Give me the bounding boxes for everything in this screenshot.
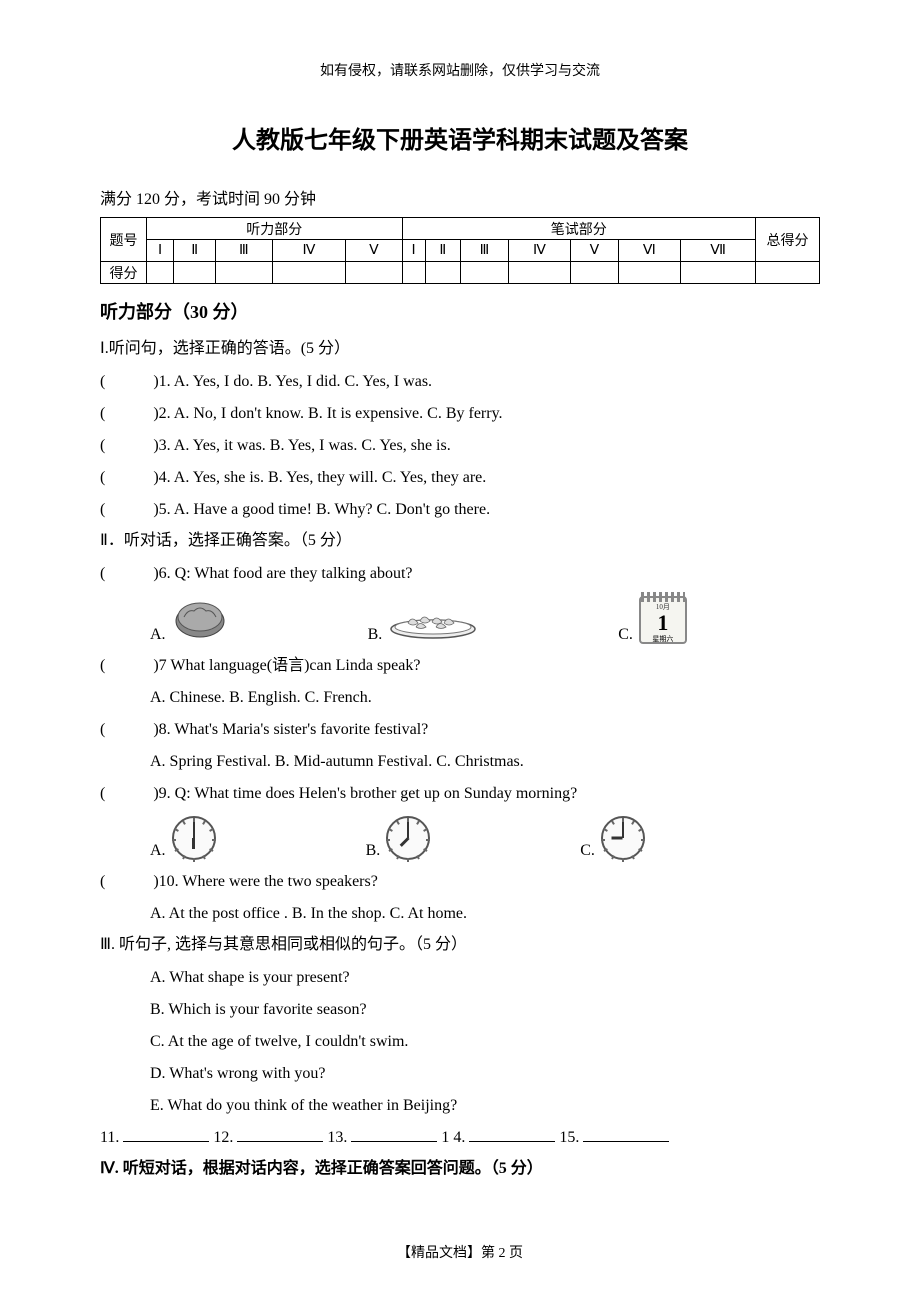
opt-c-label: C. [580,842,595,860]
s3-c: C. At the age of twelve, I couldn't swim… [150,1026,820,1058]
opt-a-label: A. [150,626,166,644]
header-note: 如有侵权，请联系网站删除，仅供学习与交流 [100,60,820,80]
cell [425,262,460,284]
q10-text: )10. Where were the two speakers? [153,873,378,890]
cell [571,262,618,284]
clock-icon-b [386,816,430,860]
cell [508,262,570,284]
q1: ()1. A. Yes, I do. B. Yes, I did. C. Yes… [100,366,820,398]
n15: 15. [559,1129,579,1146]
cell [272,262,346,284]
dumplings-icon [388,605,478,644]
blank [123,1126,209,1142]
q4: ()4. A. Yes, she is. B. Yes, they will. … [100,462,820,494]
q10: ()10. Where were the two speakers? [100,866,820,898]
s3-b: B. Which is your favorite season? [150,994,820,1026]
col: Ⅵ [618,240,680,262]
clock-icon-a [172,816,216,860]
q2-text: )2. A. No, I don't know. B. It is expens… [153,405,502,422]
n13: 13. [327,1129,347,1146]
col: Ⅰ [147,240,174,262]
col: Ⅲ [216,240,272,262]
n12: 12. [213,1129,233,1146]
row-label: 题号 [101,218,147,262]
blank [583,1126,669,1142]
q5: ()5. A. Have a good time! B. Why? C. Don… [100,494,820,526]
q3: ()3. A. Yes, it was. B. Yes, I was. C. Y… [100,430,820,462]
col: Ⅱ [174,240,216,262]
cell [756,262,820,284]
n14: 1 4. [441,1129,465,1146]
total-header: 总得分 [756,218,820,262]
cell [461,262,509,284]
col: Ⅳ [508,240,570,262]
col: Ⅰ [402,240,425,262]
calendar-weekday: 星期六 [641,634,685,644]
q6-text: )6. Q: What food are they talking about? [153,565,412,582]
part1-instruction: Ⅰ.听问句，选择正确的答语。(5 分） [100,334,820,358]
opt-c-label: C. [618,626,633,644]
q9-options: A. B. C. [150,816,820,860]
listening-heading: 听力部分（30 分） [100,298,820,324]
part4-instruction: Ⅳ. 听短对话，根据对话内容，选择正确答案回答问题。（5 分） [100,1154,820,1178]
page-title: 人教版七年级下册英语学科期末试题及答案 [100,120,820,155]
part3-instruction: Ⅲ. 听句子, 选择与其意思相同或相似的句子。（5 分） [100,930,820,954]
q8-text: )8. What's Maria's sister's favorite fes… [153,721,428,738]
q1-text: )1. A. Yes, I do. B. Yes, I did. C. Yes,… [153,373,432,390]
listening-header: 听力部分 [147,218,403,240]
blank [237,1126,323,1142]
col: Ⅱ [425,240,460,262]
cell [216,262,272,284]
s3-a: A. What shape is your present? [150,962,820,994]
q8: ()8. What's Maria's sister's favorite fe… [100,714,820,746]
mooncake-icon [172,597,228,644]
col: Ⅴ [571,240,618,262]
row-label: 得分 [101,262,147,284]
q3-text: )3. A. Yes, it was. B. Yes, I was. C. Ye… [153,437,450,454]
cell [402,262,425,284]
score-table: 题号 听力部分 笔试部分 总得分 Ⅰ Ⅱ Ⅲ Ⅳ Ⅴ Ⅰ Ⅱ Ⅲ Ⅳ Ⅴ Ⅵ Ⅶ… [100,217,820,284]
cell [174,262,216,284]
cell [147,262,174,284]
calendar-day: 1 [641,612,685,634]
q10-opts: A. At the post office . B. In the shop. … [150,898,820,930]
page-footer: 【精品文档】第 2 页 [100,1242,820,1262]
s3-d: D. What's wrong with you? [150,1058,820,1090]
q4-text: )4. A. Yes, she is. B. Yes, they will. C… [153,469,486,486]
q6: ()6. Q: What food are they talking about… [100,558,820,590]
fill-row: 11. 12. 13. 1 4. 15. [100,1122,820,1154]
col: Ⅶ [681,240,756,262]
q8-opts: A. Spring Festival. B. Mid-autumn Festiv… [150,746,820,778]
q7-opts: A. Chinese. B. English. C. French. [150,682,820,714]
opt-b-label: B. [366,842,381,860]
cell [618,262,680,284]
col: Ⅴ [346,240,402,262]
q9-text: )9. Q: What time does Helen's brother ge… [153,785,577,802]
cell [681,262,756,284]
writing-header: 笔试部分 [402,218,755,240]
q7-text: )7 What language(语言)can Linda speak? [153,657,420,674]
q9: ()9. Q: What time does Helen's brother g… [100,778,820,810]
part2-instruction: Ⅱ．听对话，选择正确答案。（5 分） [100,526,820,550]
exam-info: 满分 120 分，考试时间 90 分钟 [100,185,820,209]
calendar-icon: 10月 1 星期六 [639,596,687,644]
col: Ⅲ [461,240,509,262]
q6-options: A. B. [150,596,820,644]
n11: 11. [100,1129,119,1146]
s3-e: E. What do you think of the weather in B… [150,1090,820,1122]
opt-a-label: A. [150,842,166,860]
q7: ()7 What language(语言)can Linda speak? [100,650,820,682]
q2: ()2. A. No, I don't know. B. It is expen… [100,398,820,430]
opt-b-label: B. [368,626,383,644]
clock-icon-c [601,816,645,860]
q5-text: )5. A. Have a good time! B. Why? C. Don'… [153,501,490,518]
col: Ⅳ [272,240,346,262]
cell [346,262,402,284]
blank [469,1126,555,1142]
blank [351,1126,437,1142]
